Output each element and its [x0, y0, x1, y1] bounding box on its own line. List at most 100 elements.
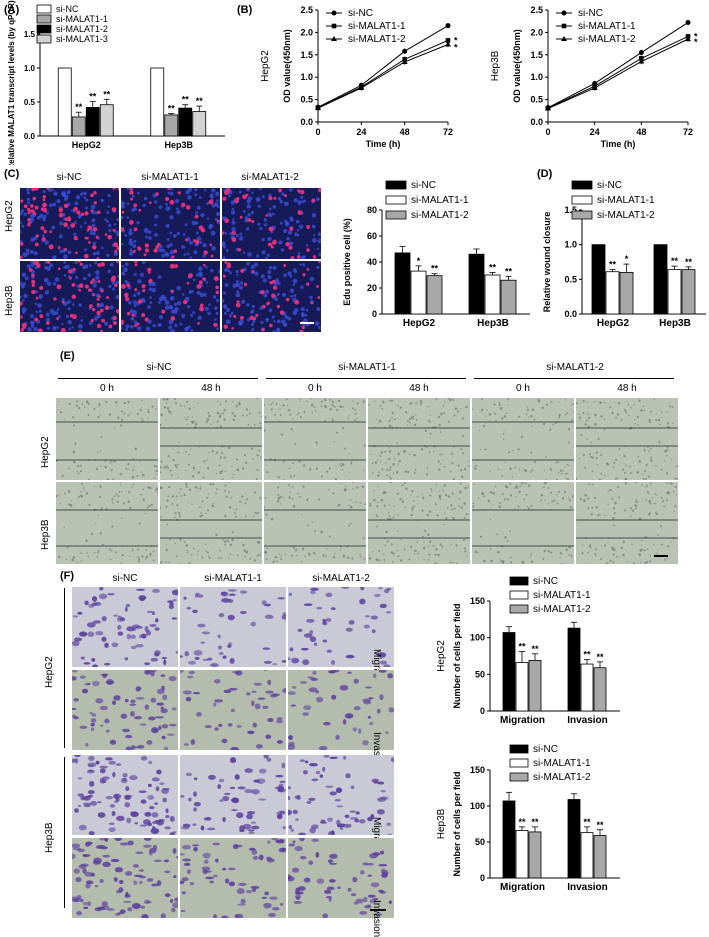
y-tick-label: 2.0: [300, 27, 313, 37]
y-tick-label: 20: [367, 283, 377, 293]
y-axis-label: Relative MALAT1 transcript levels (by qP…: [7, 0, 16, 165]
y-tick-label: 0.5: [530, 95, 543, 105]
y-tick-label: 0.0: [24, 132, 36, 141]
scratch-micrograph: [368, 482, 470, 564]
f-col-label: si-MALAT1-2: [312, 573, 370, 584]
y-tick-label: 1.5: [564, 205, 577, 215]
legend-swatch: [36, 14, 52, 24]
legend-swatch: [509, 576, 529, 586]
scratch-micrograph: [576, 398, 678, 480]
legend-swatch: [571, 180, 593, 190]
legend-label: si-NC: [578, 8, 603, 19]
panel-label-c: (C): [4, 168, 20, 180]
series-line: [547, 38, 689, 110]
panel-label-a: (A): [4, 4, 20, 16]
e-group-label: si-MALAT1-2: [546, 362, 604, 373]
e-group-rule: [474, 378, 674, 379]
significance-label: **: [103, 89, 111, 99]
y-tick-label: 40: [367, 257, 377, 267]
bar: [502, 632, 516, 712]
f-col-label: si-MALAT1-1: [204, 573, 262, 584]
f-assay-label: Invasion: [371, 900, 382, 937]
y-axis-label: Number of cells per field: [452, 771, 462, 876]
bar: [593, 667, 607, 712]
scratch-micrograph: [160, 398, 262, 480]
legend-marker: [331, 36, 337, 41]
legend-swatch: [509, 590, 529, 600]
y-tick-label: 100: [470, 633, 485, 643]
bar: [605, 271, 620, 315]
legend-label: si-MALAT1-1: [411, 195, 469, 206]
series-line: [317, 40, 449, 109]
legend-swatch: [509, 772, 529, 782]
bar: [667, 269, 682, 315]
y-tick-label: 0.0: [530, 117, 543, 127]
legend-label: si-MALAT1-2: [348, 34, 406, 45]
significance-label: *: [694, 37, 698, 47]
legend-label: si-NC: [533, 576, 558, 587]
category-label: Hep3B: [659, 318, 691, 329]
y-tick-label: 1.5: [530, 50, 543, 60]
bar: [515, 662, 529, 712]
legend-label: si-NC: [348, 8, 373, 19]
category-label: HepG2: [597, 318, 630, 329]
y-tick-label: 0: [480, 706, 485, 716]
significance-label: **: [685, 257, 693, 267]
bar: [593, 835, 607, 879]
scratch-micrograph: [264, 398, 366, 480]
x-tick-label: 72: [683, 127, 693, 137]
edu-micrograph: [121, 261, 220, 332]
scratch-micrograph: [56, 398, 158, 480]
y-tick-label: 2.5: [530, 5, 543, 15]
e-row-label: HepG2: [40, 436, 51, 468]
legend-label: si-MALAT1-1: [348, 21, 406, 32]
bar: [580, 663, 594, 712]
f-cell-line-label: HepG2: [44, 656, 55, 688]
legend-label: si-NC: [597, 180, 622, 191]
f-bracket: [64, 757, 65, 908]
significance-label: **: [168, 104, 176, 114]
transwell-micrograph: [72, 755, 178, 835]
bar: [468, 253, 485, 315]
y-tick-label: 0: [372, 309, 377, 319]
y-tick-label: 150: [470, 765, 485, 775]
cell-line-label: HepG2: [260, 50, 271, 82]
y-tick-label: 80: [367, 205, 377, 215]
bar: [515, 830, 529, 879]
legend-marker: [561, 23, 567, 29]
edu-fluorescence-grid: [20, 188, 321, 332]
x-axis-label: Time (h): [366, 139, 401, 149]
x-tick-label: 48: [636, 127, 646, 137]
legend-label: si-NC: [533, 744, 558, 755]
legend-label: si-MALAT1-2: [533, 604, 591, 615]
legend-label: si-NC: [56, 4, 79, 14]
significance-label: **: [596, 820, 604, 830]
bar: [484, 274, 501, 315]
c-col-label-1: si-NC: [56, 172, 82, 183]
x-tick-label: 0: [545, 127, 550, 137]
edu-micrograph: [222, 188, 321, 259]
panel-label-f: (F): [60, 570, 75, 582]
legend-label: si-MALAT1-2: [411, 210, 469, 221]
legend-label: si-MALAT1-2: [56, 24, 108, 34]
significance-label: **: [671, 256, 679, 266]
e-time-label: 0 h: [100, 383, 114, 394]
data-point: [545, 105, 551, 111]
bar: [580, 832, 594, 879]
bar: [567, 799, 581, 879]
edu-micrograph: [20, 261, 119, 332]
c-col-label-3: si-MALAT1-2: [241, 172, 299, 183]
legend-swatch: [571, 210, 593, 220]
category-label: Invasion: [567, 715, 608, 726]
legend-label: si-NC: [411, 180, 436, 191]
legend-label: si-MALAT1-3: [56, 34, 108, 44]
x-tick-label: 48: [400, 127, 410, 137]
cell-line-label: Hep3B: [490, 50, 501, 81]
y-axis-label: OD value(450nm): [282, 29, 292, 103]
legend-label: si-MALAT1-2: [597, 210, 655, 221]
transwell-micrograph: [72, 838, 178, 918]
significance-label: *: [625, 254, 629, 264]
category-label: Invasion: [567, 882, 608, 893]
bar: [567, 627, 581, 712]
y-tick-label: 1.0: [300, 72, 313, 82]
